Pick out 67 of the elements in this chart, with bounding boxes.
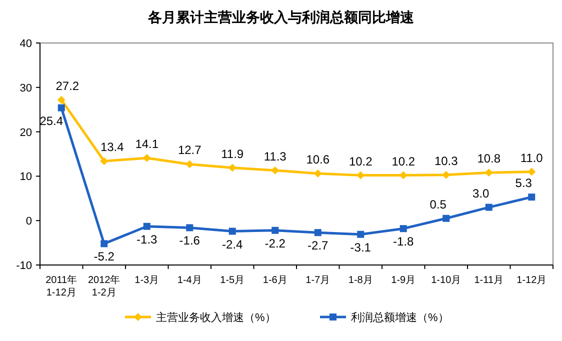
point	[100, 157, 108, 166]
point	[186, 224, 194, 232]
data-label: 25.4	[40, 114, 64, 128]
chart-title: 各月累计主营业务收入与利润总额同比增速	[147, 9, 415, 25]
point	[272, 226, 279, 234]
point	[186, 160, 194, 168]
y-tick-label: 20	[20, 126, 32, 139]
y-tick-label: 10	[20, 171, 32, 184]
data-label: 27.2	[56, 78, 80, 93]
data-label: 3.0	[472, 186, 490, 200]
data-label: -1.6	[179, 234, 200, 248]
data-label: 10.2	[348, 154, 373, 168]
x-tick-label: 1-12月	[516, 275, 547, 286]
data-label: 10.2	[392, 154, 416, 168]
data-label: 13.4	[100, 140, 124, 154]
data-label: 10.6	[306, 152, 330, 167]
legend-label: 利润总额增速（%）	[351, 311, 449, 324]
point	[228, 164, 236, 172]
point	[228, 228, 236, 235]
x-tick-label: 1-5月	[220, 275, 245, 286]
point	[528, 168, 536, 176]
x-tick-label: 1-8月	[348, 275, 373, 286]
point	[142, 154, 151, 162]
point	[57, 96, 66, 104]
data-label: 11.0	[520, 150, 544, 165]
point	[100, 240, 108, 248]
x-tick-label: 1-4月	[177, 275, 202, 286]
x-tick-label: 2012年 1-2月	[88, 274, 120, 298]
y-tick-label: 30	[20, 82, 32, 94]
data-label: -1.8	[393, 234, 414, 249]
point	[484, 168, 493, 177]
data-label: 11.3	[264, 149, 287, 164]
data-label: 14.1	[135, 136, 159, 151]
point	[143, 222, 150, 230]
data-label: -3.1	[350, 240, 372, 254]
y-tick-label: -10	[16, 260, 32, 272]
data-label: -1.3	[136, 232, 158, 246]
data-label: 12.7	[178, 143, 202, 158]
x-tick-label: 1-3月	[134, 275, 160, 286]
point	[485, 204, 492, 211]
data-label: 10.8	[477, 152, 501, 166]
point	[400, 225, 407, 232]
point	[528, 194, 536, 201]
legend-label: 主营业务收入增速（%）	[156, 311, 276, 324]
data-label: 5.3	[515, 176, 532, 190]
point	[271, 166, 280, 174]
x-tick-label: 1-10月	[431, 275, 462, 286]
data-label: -5.2	[94, 250, 115, 264]
y-tick-label: 40	[20, 38, 32, 50]
point	[357, 230, 364, 238]
x-tick-label: 2011年 1-12月	[46, 274, 78, 298]
y-tick-label: 0	[26, 216, 32, 228]
point	[442, 214, 450, 222]
x-tick-label: 1-6月	[262, 275, 288, 286]
data-label: -2.2	[264, 236, 286, 250]
point	[58, 104, 65, 112]
point	[314, 170, 322, 178]
x-tick-label: 1-11月	[474, 275, 504, 286]
data-label: 10.3	[434, 154, 458, 168]
data-label: -2.7	[308, 238, 329, 253]
x-tick-label: 1-7月	[306, 275, 330, 286]
data-label: 0.5	[430, 197, 447, 212]
point	[442, 170, 450, 179]
point	[314, 229, 322, 236]
data-label: 11.9	[221, 146, 244, 161]
data-label: -2.4	[222, 237, 244, 252]
x-tick-label: 1-9月	[391, 275, 416, 286]
